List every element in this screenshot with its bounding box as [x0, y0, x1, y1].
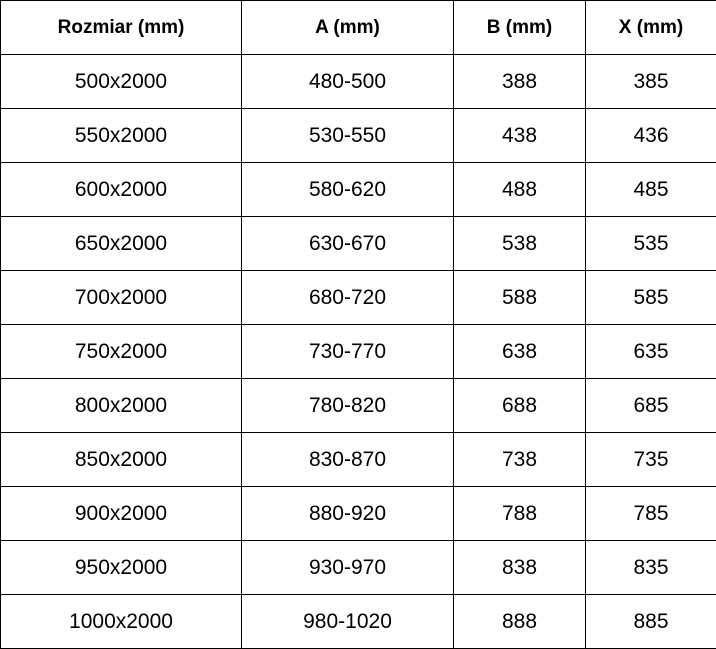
cell-x: 885: [585, 594, 716, 649]
header-a: A (mm): [241, 0, 454, 55]
cell-size: 550x2000: [0, 108, 242, 163]
cell-x: 485: [585, 162, 716, 217]
cell-x: 685: [585, 378, 716, 433]
cell-x: 535: [585, 216, 716, 271]
table-row: 750x2000 730-770 638 635: [0, 324, 716, 379]
cell-x: 436: [585, 108, 716, 163]
cell-size: 700x2000: [0, 270, 242, 325]
cell-a: 680-720: [241, 270, 454, 325]
header-b: B (mm): [453, 0, 586, 55]
cell-b: 488: [453, 162, 586, 217]
cell-size: 800x2000: [0, 378, 242, 433]
cell-a: 980-1020: [241, 594, 454, 649]
cell-size: 850x2000: [0, 432, 242, 487]
cell-a: 480-500: [241, 54, 454, 109]
table-row: 950x2000 930-970 838 835: [0, 540, 716, 595]
cell-b: 588: [453, 270, 586, 325]
cell-size: 750x2000: [0, 324, 242, 379]
header-row: Rozmiar (mm) A (mm) B (mm) X (mm): [0, 0, 716, 55]
cell-size: 650x2000: [0, 216, 242, 271]
table-row: 650x2000 630-670 538 535: [0, 216, 716, 271]
cell-size: 950x2000: [0, 540, 242, 595]
cell-size: 500x2000: [0, 54, 242, 109]
cell-a: 930-970: [241, 540, 454, 595]
cell-x: 585: [585, 270, 716, 325]
cell-a: 580-620: [241, 162, 454, 217]
table-row: 1000x2000 980-1020 888 885: [0, 594, 716, 649]
cell-a: 630-670: [241, 216, 454, 271]
cell-b: 738: [453, 432, 586, 487]
table-row: 600x2000 580-620 488 485: [0, 162, 716, 217]
header-size: Rozmiar (mm): [0, 0, 242, 55]
cell-a: 880-920: [241, 486, 454, 541]
cell-b: 688: [453, 378, 586, 433]
cell-x: 385: [585, 54, 716, 109]
cell-x: 635: [585, 324, 716, 379]
table-row: 700x2000 680-720 588 585: [0, 270, 716, 325]
table-row: 850x2000 830-870 738 735: [0, 432, 716, 487]
table-row: 900x2000 880-920 788 785: [0, 486, 716, 541]
table-row: 550x2000 530-550 438 436: [0, 108, 716, 163]
cell-b: 538: [453, 216, 586, 271]
cell-size: 900x2000: [0, 486, 242, 541]
cell-a: 530-550: [241, 108, 454, 163]
cell-x: 735: [585, 432, 716, 487]
cell-b: 788: [453, 486, 586, 541]
cell-x: 785: [585, 486, 716, 541]
cell-a: 830-870: [241, 432, 454, 487]
cell-b: 388: [453, 54, 586, 109]
table-row: 800x2000 780-820 688 685: [0, 378, 716, 433]
cell-size: 600x2000: [0, 162, 242, 217]
cell-b: 438: [453, 108, 586, 163]
cell-a: 730-770: [241, 324, 454, 379]
cell-x: 835: [585, 540, 716, 595]
header-x: X (mm): [585, 0, 716, 55]
cell-size: 1000x2000: [0, 594, 242, 649]
cell-b: 888: [453, 594, 586, 649]
cell-b: 638: [453, 324, 586, 379]
cell-a: 780-820: [241, 378, 454, 433]
cell-b: 838: [453, 540, 586, 595]
table-row: 500x2000 480-500 388 385: [0, 54, 716, 109]
